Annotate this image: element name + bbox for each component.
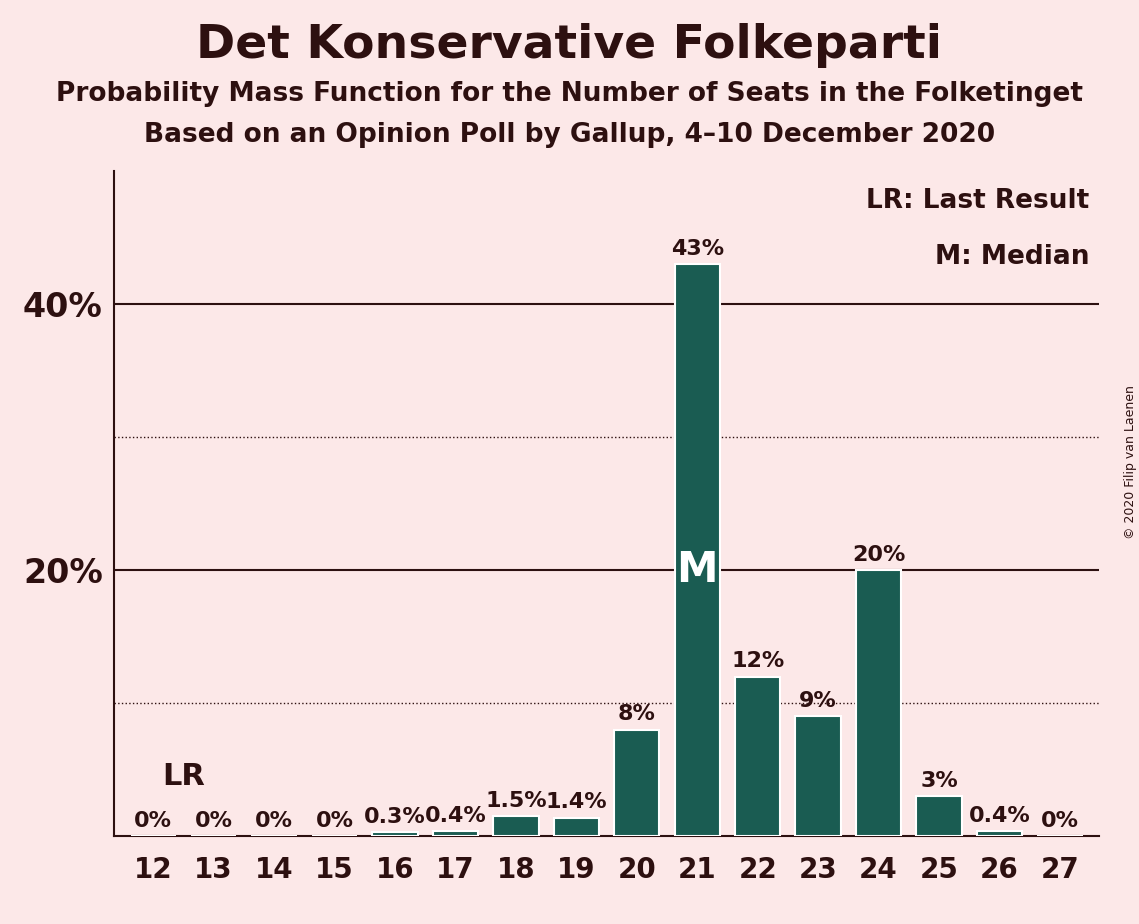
Bar [916,796,961,836]
Text: 20%: 20% [852,545,906,565]
Text: 0.3%: 0.3% [364,807,426,827]
Text: 0%: 0% [255,811,293,831]
Text: 43%: 43% [671,238,723,259]
Text: LR: Last Result: LR: Last Result [866,188,1089,213]
Text: © 2020 Filip van Laenen: © 2020 Filip van Laenen [1124,385,1137,539]
Text: 0%: 0% [195,811,232,831]
Text: 12%: 12% [731,651,785,671]
Bar [795,716,841,836]
Bar [493,816,539,836]
Text: M: M [677,549,718,591]
Bar [614,730,659,836]
Bar [372,833,418,836]
Text: 3%: 3% [920,771,958,791]
Text: 0.4%: 0.4% [425,806,486,825]
Text: Det Konservative Folkeparti: Det Konservative Folkeparti [197,23,942,68]
Text: 0%: 0% [134,811,172,831]
Bar [554,818,599,836]
Bar [977,831,1022,836]
Text: 1.4%: 1.4% [546,792,607,812]
Text: Based on an Opinion Poll by Gallup, 4–10 December 2020: Based on an Opinion Poll by Gallup, 4–10… [144,122,995,148]
Text: Probability Mass Function for the Number of Seats in the Folketinget: Probability Mass Function for the Number… [56,81,1083,107]
Bar [433,831,478,836]
Bar [855,570,901,836]
Text: 0%: 0% [1041,811,1079,831]
Bar [735,676,780,836]
Text: 8%: 8% [617,704,656,724]
Text: 0%: 0% [316,811,353,831]
Text: M: Median: M: Median [935,244,1089,270]
Text: LR: LR [162,762,205,791]
Bar [674,264,720,836]
Text: 1.5%: 1.5% [485,791,547,811]
Text: 9%: 9% [800,691,837,711]
Text: 0.4%: 0.4% [968,806,1031,825]
